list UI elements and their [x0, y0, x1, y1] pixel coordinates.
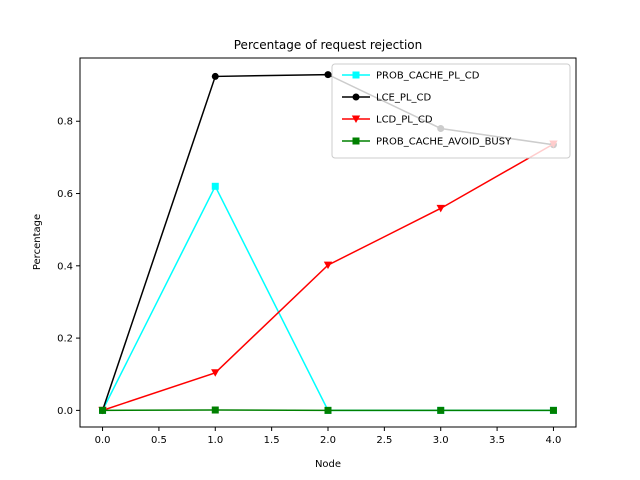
- data-point: [323, 261, 333, 270]
- data-point: [549, 406, 557, 414]
- y-axis-label: Percentage: [32, 214, 43, 270]
- chart-title: Percentage of request rejection: [234, 38, 422, 52]
- series-line: [101, 184, 554, 412]
- data-point: [436, 204, 445, 213]
- legend-label: LCE_PL_CD: [376, 93, 431, 104]
- data-point: [211, 369, 220, 377]
- legend-marker: [352, 137, 360, 145]
- legend-marker: [351, 115, 361, 123]
- data-point: [211, 182, 219, 190]
- legend-item: LCE_PL_CD: [342, 93, 431, 104]
- data-point: [211, 406, 219, 414]
- series-prob-cache-avoid-busy: [99, 406, 557, 414]
- x-tick-label: 3.0: [433, 435, 449, 446]
- series-lcd-pl-cd: [98, 140, 558, 415]
- x-axis-label: Node: [315, 459, 341, 470]
- x-tick-label: 3.5: [489, 435, 505, 446]
- y-tick-label: 0.8: [57, 117, 73, 128]
- y-tick-label: 0.2: [57, 334, 73, 345]
- x-tick-label: 0.5: [151, 435, 167, 446]
- legend-label: PROB_CACHE_AVOID_BUSY: [376, 137, 512, 148]
- x-tick-label: 2.0: [320, 435, 336, 446]
- x-axis: 0.0 0.5 1.0 1.5 2.0 2.5 3.0 3.5 4.0: [95, 427, 562, 446]
- data-point: [324, 71, 332, 79]
- legend-item: PROB_CACHE_AVOID_BUSY: [342, 137, 512, 148]
- data-point: [437, 406, 445, 414]
- y-tick-label: 0.6: [57, 189, 73, 200]
- x-tick-label: 1.0: [207, 435, 223, 446]
- data-point: [99, 406, 107, 414]
- legend-item: PROB_CACHE_PL_CD: [342, 71, 480, 82]
- legend: PROB_CACHE_PL_CD LCE_PL_CD LCD_PL_CD PROB_C…: [331, 63, 571, 159]
- x-tick-label: 0.0: [95, 435, 111, 446]
- y-tick-label: 0.0: [57, 406, 73, 417]
- data-point: [324, 406, 332, 414]
- legend-marker: [352, 93, 360, 101]
- legend-box: [331, 63, 571, 159]
- x-tick-label: 4.0: [546, 435, 562, 446]
- y-axis: 0.0 0.2 0.4 0.6 0.8: [57, 117, 80, 417]
- legend-item: LCD_PL_CD: [342, 115, 433, 126]
- x-tick-label: 2.5: [376, 435, 392, 446]
- y-tick-label: 0.4: [57, 261, 73, 272]
- data-point: [211, 72, 219, 80]
- legend-label: LCD_PL_CD: [376, 115, 433, 126]
- legend-label: PROB_CACHE_PL_CD: [376, 71, 480, 82]
- x-tick-label: 1.5: [264, 435, 280, 446]
- legend-marker: [352, 71, 360, 79]
